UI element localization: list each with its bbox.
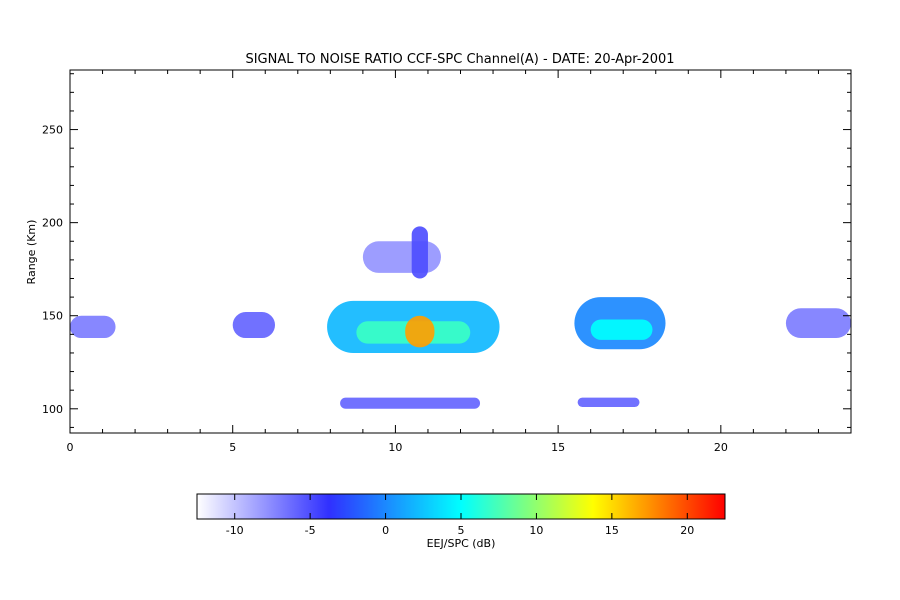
colorbar-tick-label: -5 — [305, 524, 316, 537]
colorbar-tick-label: 10 — [529, 524, 543, 537]
x-tick-label: 15 — [551, 441, 565, 454]
y-tick-label: 200 — [42, 217, 63, 230]
colorbar-tick-label: 15 — [605, 524, 619, 537]
plot-frame — [69, 69, 852, 434]
y-axis: 100 150 200 250 — [42, 73, 851, 428]
x-tick-label: 10 — [388, 441, 402, 454]
snr-region-2 — [232, 312, 276, 339]
snr-region-11 — [577, 397, 640, 407]
x-tick-label: 0 — [67, 441, 74, 454]
colorbar-tick-label: 20 — [680, 524, 694, 537]
colorbar-tick-label: -10 — [226, 524, 244, 537]
y-tick-label: 150 — [42, 310, 63, 323]
x-tick-label: 5 — [229, 441, 236, 454]
snr-region-10 — [590, 319, 653, 340]
colorbar-label: EEJ/SPC (dB) — [427, 537, 496, 550]
snr-region-1 — [70, 315, 116, 339]
y-tick-label: 100 — [42, 403, 63, 416]
snr-region-6 — [362, 241, 441, 273]
snr-region-5 — [405, 315, 435, 348]
colorbar-ticks: -10 -5 0 5 10 15 20 — [226, 494, 694, 537]
colorbar-tick-label: 5 — [458, 524, 465, 537]
x-axis: 0 5 10 15 20 — [67, 70, 852, 454]
y-axis-label: Range (Km) — [25, 220, 38, 285]
heatmap-layer — [70, 226, 851, 409]
colorbar-tick-label: 0 — [382, 524, 389, 537]
snr-region-8 — [340, 397, 481, 409]
x-tick-label: 20 — [714, 441, 728, 454]
snr-region-7 — [411, 226, 428, 279]
chart-title: SIGNAL TO NOISE RATIO CCF-SPC Channel(A)… — [245, 52, 674, 67]
y-tick-label: 250 — [42, 124, 63, 137]
snr-region-12 — [785, 308, 851, 339]
